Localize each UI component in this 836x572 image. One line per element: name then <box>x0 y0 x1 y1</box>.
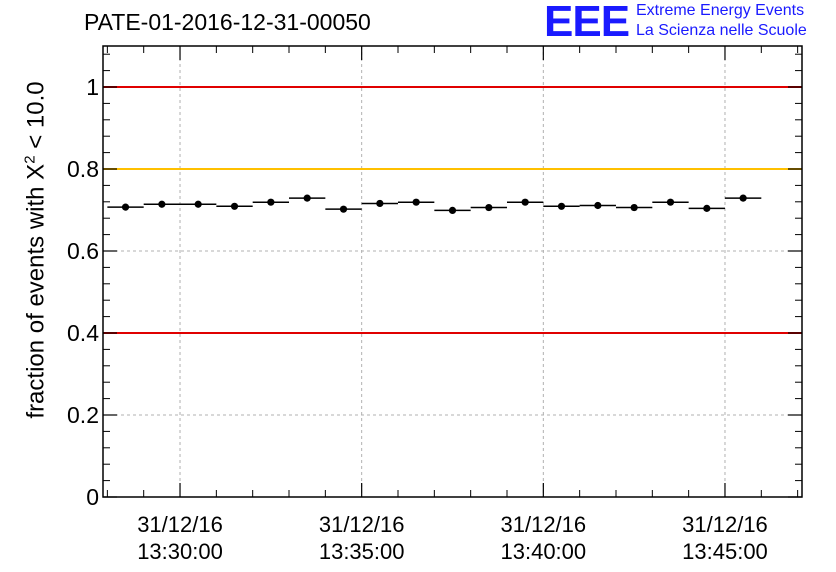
y-axis-label: fraction of events with X2 < 10.0 <box>21 81 50 419</box>
x-tick-date-label: 31/12/16 <box>319 512 405 537</box>
data-point <box>557 202 566 210</box>
data-point <box>230 202 239 210</box>
data-point <box>339 205 348 213</box>
data-point <box>485 203 493 212</box>
data-point <box>739 194 747 202</box>
y-tick-label: 0.2 <box>67 402 99 428</box>
x-tick-time-label: 13:30:00 <box>137 539 223 564</box>
x-tick-date-label: 31/12/16 <box>137 512 223 537</box>
page-title: PATE-01-2016-12-31-00050 <box>84 9 371 35</box>
data-point <box>412 198 420 206</box>
data-point <box>521 198 529 206</box>
data-point <box>303 194 311 202</box>
data-point <box>703 204 711 212</box>
y-tick-label: 0 <box>86 484 99 510</box>
data-point <box>666 198 675 206</box>
data-point <box>448 206 457 215</box>
data-point <box>194 200 202 208</box>
y-tick-label: 1 <box>86 74 99 100</box>
x-tick-date-label: 31/12/16 <box>501 512 587 537</box>
data-point <box>594 201 602 210</box>
x-tick-date-label: 31/12/16 <box>682 512 768 537</box>
logo-caption-1: Extreme Energy Events <box>636 2 805 19</box>
data-point <box>630 203 638 212</box>
x-tick-time-label: 13:45:00 <box>682 539 768 564</box>
data-point <box>376 199 384 208</box>
logo-caption-2: La Scienza nelle Scuole <box>636 22 807 39</box>
data-point <box>267 198 275 206</box>
eee-logo: EEE <box>544 0 630 46</box>
y-tick-label: 0.6 <box>67 238 99 264</box>
data-point <box>121 203 130 211</box>
y-tick-label: 0.8 <box>67 156 99 182</box>
y-tick-label: 0.4 <box>67 320 99 346</box>
x-tick-time-label: 13:35:00 <box>319 539 405 564</box>
x-tick-time-label: 13:40:00 <box>501 539 587 564</box>
plot-frame <box>102 45 803 498</box>
data-point <box>158 200 166 208</box>
